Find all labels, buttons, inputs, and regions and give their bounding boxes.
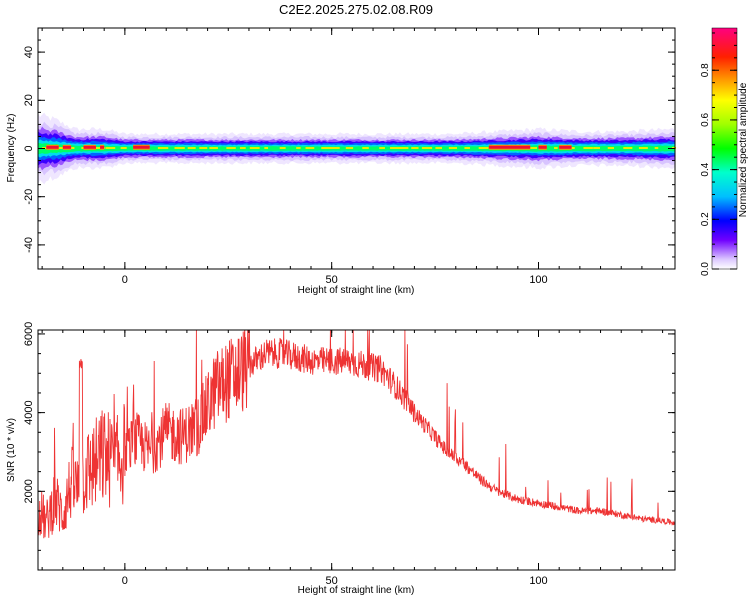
- snr-plot-area: [37, 329, 676, 539]
- spectrogram-y-tick-label: 20: [23, 94, 35, 106]
- colorbar-ticks: 0.0 0.2 0.4 0.6 0.8: [700, 32, 737, 276]
- spectrogram-x-tick-label: 0: [122, 274, 128, 286]
- colorbar-tick-label: 0.8: [700, 63, 711, 77]
- snr-x-axis-label: Height of straight line (km): [298, 585, 415, 596]
- spectrogram-plot-area: [38, 112, 677, 185]
- snr-y-tick-label: 4000: [23, 400, 35, 424]
- snr-x-tick-label: 50: [326, 575, 338, 587]
- snr-y-tick-label: 2000: [23, 479, 35, 503]
- snr-axes: 0 50 100 2000 4000 6000: [23, 322, 675, 587]
- spectrogram-y-tick-label: 0: [23, 145, 35, 151]
- colorbar: 0.0 0.2 0.4 0.6 0.8 Normalized spectral ampl…: [700, 27, 749, 276]
- spectrogram-panel: 0 50 100 -40 -20 0 20 40 Height of straight lin…: [6, 27, 677, 296]
- colorbar-tick-label: 0.2: [700, 212, 711, 226]
- spectrogram-x-tick-label: 100: [529, 274, 547, 286]
- figure-title: C2E2.2025.275.02.08.R09: [279, 2, 433, 17]
- snr-x-tick-label: 100: [529, 575, 547, 587]
- snr-series-line: [37, 329, 676, 539]
- snr-y-tick-label: 6000: [23, 322, 35, 346]
- colorbar-tick-label: 0.4: [700, 162, 711, 176]
- spectrogram-band-layer: [38, 142, 675, 155]
- snr-frame: [37, 329, 676, 571]
- colorbar-label: Normalized spectral amplitude: [738, 82, 749, 217]
- snr-panel: 0 50 100 2000 4000 6000 Height of straight li…: [6, 322, 676, 596]
- spectrogram-x-tick-label: 50: [326, 274, 338, 286]
- spectrogram-y-tick-label: -20: [23, 189, 35, 205]
- spectrogram-x-axis-label: Height of straight line (km): [298, 285, 415, 296]
- colorbar-tick-label: 0.6: [700, 113, 711, 127]
- spectrogram-axes: 0 50 100 -40 -20 0 20 40: [23, 27, 675, 286]
- spectrogram-y-tick-label: 40: [23, 46, 35, 58]
- colorbar-tick-label: 0.0: [700, 262, 711, 276]
- spectrogram-y-axis-label: Frequency (Hz): [6, 114, 17, 183]
- snr-x-tick-label: 0: [122, 575, 128, 587]
- colorbar-gradient: [711, 27, 738, 270]
- snr-y-axis-label: SNR (10 * v/v): [6, 418, 17, 482]
- spectrogram-y-tick-label: -40: [23, 237, 35, 253]
